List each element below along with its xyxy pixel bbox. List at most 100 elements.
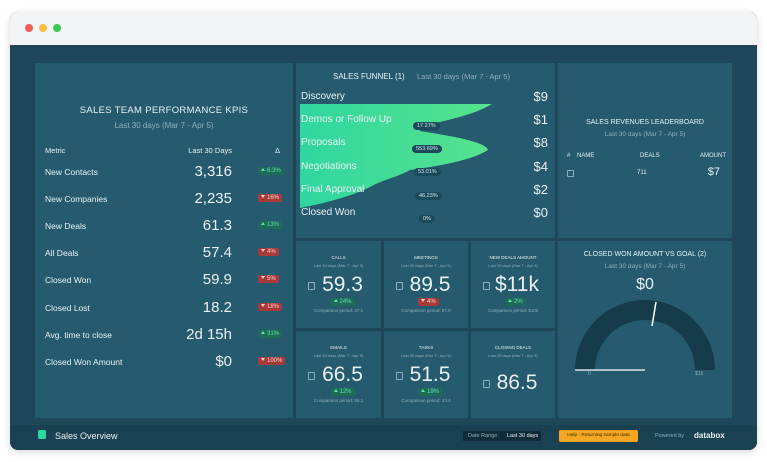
funnel-value: $9 [533, 89, 548, 104]
column-header: DEALS [640, 153, 660, 159]
tile-value: 51.5 [409, 363, 451, 386]
deals: 711 [637, 170, 647, 176]
tile-title: MEETINGS [414, 255, 438, 260]
conversion-rate: 17.27% [413, 122, 440, 130]
minimize-button[interactable] [39, 24, 47, 32]
metric-name: All Deals [45, 248, 79, 259]
tile-subtitle: Last 30 days (Mar 7 - Apr 5) [313, 263, 364, 268]
funnel-title: SALES FUNNEL (1) [333, 72, 405, 81]
tile-title: CALLS [331, 255, 346, 260]
tile-subtitle: Last 30 days (Mar 7 - Apr 5) [313, 353, 364, 358]
tile-icon [483, 282, 490, 290]
gauge-panel [558, 241, 732, 418]
column-header: NAME [577, 153, 595, 159]
maximize-button[interactable] [53, 24, 61, 32]
panel-subtitle: Last 30 days (Mar 7 - Apr 5) [604, 131, 686, 138]
panel-subtitle: Last 30 days (Mar 7 - Apr 5) [114, 121, 214, 130]
date-range[interactable] [463, 431, 541, 441]
funnel-value: $8 [533, 135, 548, 151]
panel-title: SALES TEAM PERFORMANCE KPIS [79, 105, 249, 116]
metric-name: Avg. time to close [45, 329, 112, 340]
tile [384, 241, 468, 328]
change-badge: 2% [505, 298, 526, 306]
date-range-value: Last 30 days [507, 433, 539, 439]
tile-icon [308, 372, 315, 380]
tile-icon [308, 282, 315, 290]
funnel-shape [300, 104, 492, 208]
change-badge: 4% [258, 248, 279, 257]
funnel-value: $0 [533, 205, 548, 220]
metric-value: 3,316 [194, 163, 232, 180]
metric-name: New Companies [45, 194, 108, 205]
column-header: Δ [275, 146, 281, 155]
close-button[interactable] [25, 24, 33, 32]
conversion-rate: 553.69% [412, 145, 442, 154]
metric-value: $0 [215, 352, 232, 370]
conversion-rate: 46.23% [415, 191, 442, 200]
metric-value: 2,235 [194, 190, 232, 208]
rank-icon [567, 170, 574, 177]
tile [471, 241, 555, 328]
change-badge: 100% [258, 356, 286, 365]
gauge-value: $0 [636, 276, 654, 293]
tile [296, 331, 381, 418]
tile [296, 241, 381, 328]
tile-icon [396, 282, 403, 290]
date-range-label: Date Range: [468, 433, 499, 439]
brand: databox [694, 431, 725, 440]
tile-icon [396, 372, 403, 380]
funnel-subtitle: Last 30 days (Mar 7 - Apr 5) [417, 72, 510, 81]
tile-value: 59.3 [322, 273, 363, 296]
gauge-arc [575, 300, 715, 370]
change-badge: 18% [258, 302, 283, 311]
tile-subtitle: Last 30 days (Mar 7 - Apr 5) [401, 263, 451, 268]
tile-title: CLOSING DEALS [494, 345, 532, 350]
conversion-rate: 0% [419, 214, 435, 223]
conversion-rate: 53.01% [414, 168, 441, 177]
metric-value: 61.3 [202, 217, 232, 235]
panel-subtitle: Last 30 days (Mar 7 - Apr 5) [604, 263, 686, 270]
change-badge: 24% [330, 298, 355, 306]
change-badge: 6.3% [258, 167, 284, 175]
metric-value: 57.4 [202, 244, 232, 262]
gauge-min: 0 [588, 371, 591, 377]
metric-name: New Contacts [45, 167, 98, 177]
change-badge: 19% [418, 388, 443, 396]
funnel-stage: Negotiations [301, 160, 357, 172]
funnel-value: $1 [533, 112, 548, 128]
comparison: Comparison period: $10k [487, 308, 539, 313]
funnel-stage: Closed Won [301, 207, 356, 218]
tile-value: 86.5 [496, 371, 538, 394]
funnel-value: $4 [533, 158, 548, 174]
help-button[interactable]: Help - Returning sample data [559, 430, 638, 442]
panel-title: SALES REVENUES LEADERBOARD [586, 119, 704, 126]
tile-value: 89.5 [409, 273, 451, 296]
tile-icon [483, 380, 490, 388]
change-badge: 13% [258, 221, 283, 230]
tile-value: 66.5 [322, 363, 363, 386]
gauge-needle [651, 301, 657, 327]
leaderboard-panel [558, 63, 732, 238]
tile-value: $11k [495, 273, 539, 296]
comparison: Comparison period: 47.1 [313, 308, 364, 313]
change-badge: 31% [258, 329, 283, 338]
column-header: # [567, 153, 571, 159]
metric-name: Closed Lost [45, 302, 90, 313]
column-header: Metric [45, 146, 66, 155]
metric-name: New Deals [45, 221, 87, 232]
amount: $7 [707, 166, 720, 178]
change-badge: 12% [330, 388, 355, 396]
comparison: Comparison period: 43.4 [401, 398, 451, 403]
gauge-max: $15 [695, 371, 704, 377]
comparison: Comparison period: 59.1 [313, 398, 364, 403]
dashboard-icon [38, 430, 46, 439]
change-badge: 5% [258, 275, 279, 284]
change-badge: 16% [258, 194, 283, 203]
metric-value: 18.2 [202, 298, 232, 316]
tile-subtitle: Last 30 days (Mar 7 - Apr 5) [488, 263, 538, 268]
metric-value: 59.9 [202, 271, 232, 289]
tile-title: EMAILS [330, 345, 347, 350]
tile [384, 331, 468, 418]
tile-subtitle: Last 30 days (Mar 7 - Apr 5) [488, 353, 538, 358]
